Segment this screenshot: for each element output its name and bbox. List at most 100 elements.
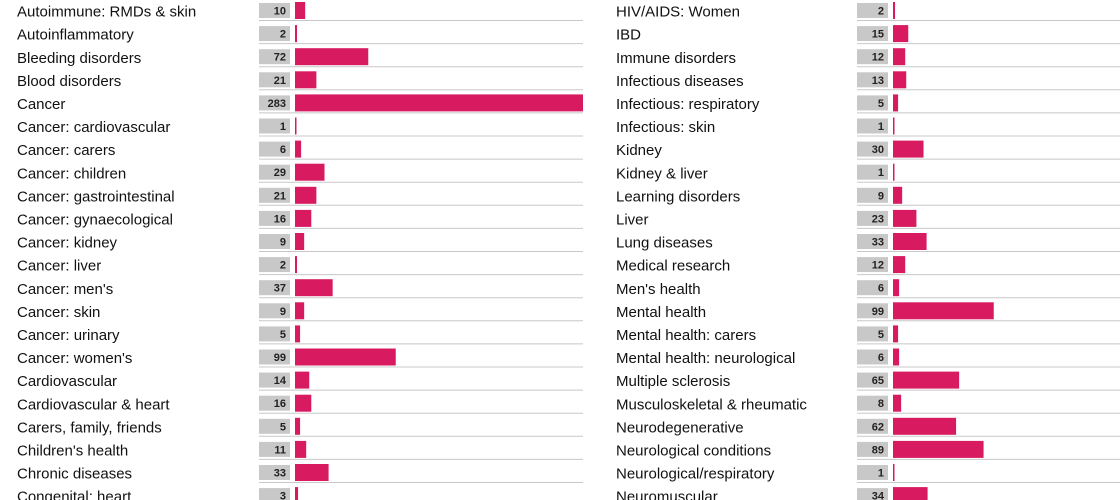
right-chart-row: Kidney 30 bbox=[616, 140, 1120, 160]
right-chart-bar bbox=[893, 186, 903, 204]
right-chart-row: HIV/AIDS: Women 2 bbox=[616, 2, 1120, 21]
right-chart-value-badge bbox=[857, 303, 888, 319]
right-chart-value-badge bbox=[857, 488, 888, 500]
right-chart-category-label: Medical research bbox=[616, 258, 730, 275]
left-chart-bar bbox=[295, 487, 299, 500]
right-chart-value-label: 15 bbox=[872, 29, 884, 41]
right-chart-bar bbox=[893, 440, 984, 458]
right-chart-category-label: Liver bbox=[616, 211, 649, 228]
right-chart-category-label: Musculoskeletal & rheumatic bbox=[616, 396, 807, 413]
right-chart-value-label: 23 bbox=[872, 213, 884, 225]
left-chart-value-label: 14 bbox=[274, 375, 287, 387]
right-chart-value-label: 6 bbox=[878, 352, 884, 364]
left-chart-value-badge bbox=[259, 372, 290, 388]
left-chart-category-label: Cancer: kidney bbox=[17, 235, 118, 252]
right-chart-category-label: Mental health: neurological bbox=[616, 350, 795, 367]
left-chart-bar bbox=[295, 233, 305, 250]
left-chart-category-label: Cancer: men's bbox=[17, 281, 113, 298]
right-chart-category-label: Neurological/respiratory bbox=[616, 466, 775, 483]
right-chart-bar bbox=[893, 48, 906, 66]
right-chart-row: IBD 15 bbox=[616, 25, 1120, 45]
left-chart-value-badge bbox=[259, 280, 290, 296]
left-chart-value-label: 5 bbox=[280, 421, 286, 433]
left-chart-value-badge bbox=[259, 26, 290, 42]
right-chart-value-label: 1 bbox=[878, 468, 884, 480]
right-chart-bar bbox=[893, 2, 896, 19]
right-chart-bar bbox=[893, 71, 907, 89]
left-chart-value-label: 10 bbox=[274, 6, 286, 18]
right-chart-bar bbox=[893, 94, 899, 112]
right-chart-value-badge bbox=[857, 3, 888, 18]
right-chart-row: Mental health: carers 5 bbox=[616, 325, 1120, 345]
right-chart-bar bbox=[893, 417, 957, 435]
right-chart-value-label: 12 bbox=[872, 260, 884, 272]
right-chart-category-label: Neurological conditions bbox=[616, 442, 771, 459]
left-chart-category-label: Cancer: gastrointestinal bbox=[17, 188, 175, 205]
left-chart-row: Cancer: urinary 5 bbox=[17, 325, 583, 345]
left-chart-row: Cancer: women's 99 bbox=[17, 348, 583, 368]
right-chart-bar bbox=[893, 302, 994, 320]
left-chart-value-badge bbox=[259, 326, 290, 342]
left-chart-value-label: 6 bbox=[280, 144, 286, 156]
left-chart-value-label: 16 bbox=[274, 213, 286, 225]
left-chart-value-badge bbox=[259, 303, 290, 319]
right-chart-bar bbox=[893, 209, 917, 227]
right-chart-row: Lung diseases 33 bbox=[616, 233, 1120, 252]
left-chart-bar bbox=[295, 117, 297, 135]
left-chart-bar bbox=[295, 94, 583, 112]
left-bar-chart: Autoimmune: RMDs & skin 10 Autoinflammator… bbox=[17, 2, 583, 500]
left-chart-bar bbox=[295, 209, 312, 227]
left-chart-value-badge bbox=[259, 49, 290, 65]
right-chart-row: Immune disorders 12 bbox=[616, 48, 1120, 68]
right-chart-value-badge bbox=[857, 418, 888, 434]
right-chart-bar bbox=[893, 325, 899, 343]
right-chart-row: Infectious diseases 13 bbox=[616, 71, 1120, 91]
right-chart-row: Neurological conditions 89 bbox=[616, 440, 1120, 460]
right-chart-value-badge bbox=[857, 49, 888, 65]
right-chart-category-label: Neurodegenerative bbox=[616, 419, 744, 436]
left-chart-category-label: Cardiovascular & heart bbox=[17, 396, 170, 413]
right-chart-value-label: 6 bbox=[878, 283, 884, 295]
right-chart-category-label: Neuromuscular bbox=[616, 489, 718, 500]
right-chart-row: Mental health 99 bbox=[616, 302, 1120, 322]
left-chart-value-badge bbox=[259, 349, 290, 365]
right-chart-bar bbox=[893, 371, 960, 389]
left-chart-value-badge bbox=[259, 141, 290, 157]
left-chart-row: Cancer: carers 6 bbox=[17, 140, 583, 160]
left-chart-row: Blood disorders 21 bbox=[17, 71, 583, 91]
right-chart-value-badge bbox=[857, 187, 888, 203]
right-chart-row: Kidney & liver 1 bbox=[616, 163, 1120, 183]
left-chart-row: Cancer: children 29 bbox=[17, 163, 583, 183]
right-chart-category-label: Lung diseases bbox=[616, 235, 713, 252]
right-chart-value-badge bbox=[857, 280, 888, 296]
left-chart-row: Children's health 11 bbox=[17, 440, 583, 460]
right-chart-category-label: Immune disorders bbox=[616, 50, 736, 67]
left-chart-bar bbox=[295, 48, 369, 66]
right-chart-row: Mental health: neurological 6 bbox=[616, 348, 1120, 368]
left-chart-bar bbox=[295, 279, 333, 297]
left-chart-category-label: Children's health bbox=[17, 442, 128, 459]
left-chart-value-label: 16 bbox=[274, 398, 286, 410]
left-chart-value-label: 5 bbox=[280, 329, 286, 341]
right-chart-category-label: Learning disorders bbox=[616, 188, 740, 205]
left-chart-category-label: Chronic diseases bbox=[17, 466, 132, 483]
left-chart-row: Carers, family, friends 5 bbox=[17, 417, 583, 437]
right-chart-category-label: Infectious: skin bbox=[616, 119, 715, 136]
left-chart-bar bbox=[295, 325, 301, 343]
left-chart-value-badge bbox=[259, 441, 290, 457]
left-chart-category-label: Cancer: liver bbox=[17, 258, 101, 275]
right-chart-value-label: 2 bbox=[878, 6, 884, 18]
left-chart-bar bbox=[295, 371, 310, 389]
left-chart-bar bbox=[295, 186, 317, 204]
left-chart-bar bbox=[295, 163, 325, 181]
left-chart-value-badge bbox=[259, 118, 290, 134]
left-chart-value-label: 21 bbox=[274, 75, 286, 87]
right-chart-value-label: 34 bbox=[872, 491, 885, 500]
right-chart-category-label: Kidney bbox=[616, 142, 662, 159]
left-chart-value-badge bbox=[259, 164, 290, 180]
left-chart-value-badge bbox=[259, 72, 290, 88]
left-chart-value-label: 37 bbox=[274, 283, 286, 295]
right-chart-value-label: 5 bbox=[878, 329, 884, 341]
right-chart-value-label: 1 bbox=[878, 167, 884, 179]
